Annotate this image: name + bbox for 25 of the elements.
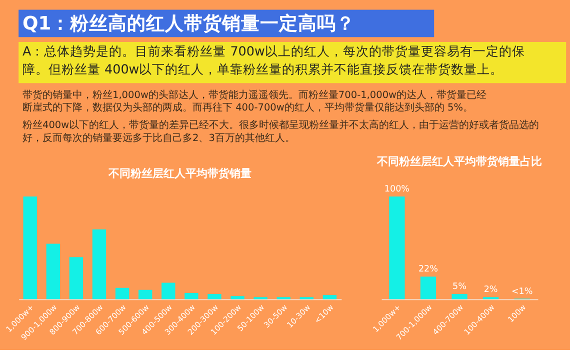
data-label: 2%: [484, 285, 498, 296]
bar: [69, 257, 84, 300]
text: A：总体趋势是的。目前来看粉丝量 700w以上的红人，每次的带货量更容易有一定的保障。但粉丝量 400w以下的红人，单靠粉丝量的积累并不能直接反馈在带货数量上。: [22, 44, 525, 76]
text: 带货的销量中，粉丝1,000w的头部达人，带货能力遥遥领先。而粉丝量700-1,000w的达人，带货量已经断崖式的下降，数据仅为头部的两成。而再往下 400-700w的红人，平均带货量仅能达到头部的 5%。: [22, 88, 487, 114]
bar: [46, 244, 60, 300]
bar: [115, 288, 130, 300]
data-label: 5%: [452, 282, 466, 292]
text: 粉丝400w以下的红人，带货量的差异已经不大。很多时候都呈现粉丝量并不太高的红人，由于运营的好或者货品选的好，反而每次的销量要远多于比自己多2、3百万的其他红人。: [22, 119, 540, 144]
text: Q1：粉丝高的红人带货销量一定高吗？: [22, 12, 356, 34]
bar: [162, 282, 176, 300]
bar: [23, 196, 37, 300]
data-label: 100%: [384, 184, 410, 195]
data-label: <1%: [511, 286, 533, 297]
bar: [230, 296, 244, 300]
bar: [389, 196, 405, 300]
data-label: 22%: [418, 264, 438, 275]
bar: [92, 229, 106, 300]
bar: [208, 294, 222, 300]
bar: [184, 293, 198, 300]
bar: [322, 295, 337, 300]
chart-title: 不同粉丝层红人平均带货销量占比: [376, 155, 542, 168]
bar: [420, 276, 436, 300]
chart-title: 不同粉丝层红人平均带货销量: [107, 166, 252, 180]
bar: [452, 294, 468, 300]
bar: [138, 290, 152, 300]
